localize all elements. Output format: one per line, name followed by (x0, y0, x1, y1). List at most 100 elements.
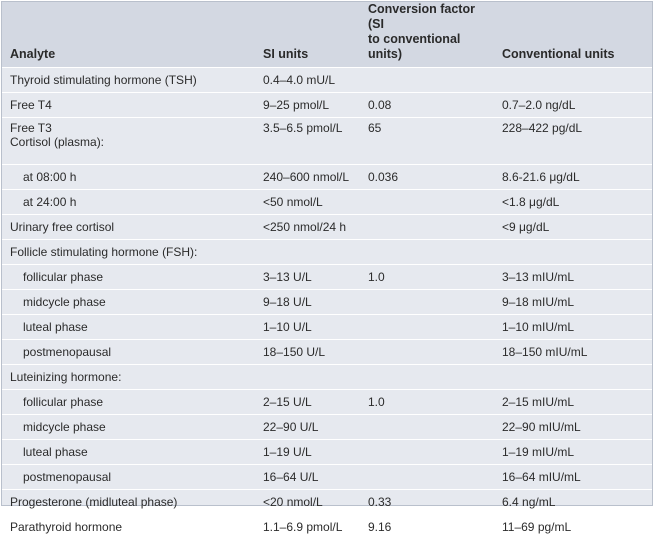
table-row: luteal phase 1–10 U/L 1–10 mIU/mL (2, 315, 652, 340)
table-row: postmenopausal 16–64 U/L 16–64 mIU/mL (2, 465, 652, 490)
si-cell: 0.4–4.0 mU/L (255, 68, 360, 93)
conventional-cell: 228–422 pg/dL (494, 118, 652, 165)
analyte-cell: Luteinizing hormone: (2, 365, 255, 390)
analyte-cell: midcycle phase (2, 290, 255, 315)
factor-cell (360, 215, 494, 240)
factor-cell (360, 190, 494, 215)
conventional-cell: 9–18 mIU/mL (494, 290, 652, 315)
analyte-cell: follicular phase (2, 390, 255, 415)
table-row: midcycle phase 22–90 U/L 22–90 mIU/mL (2, 415, 652, 440)
factor-cell: 9.16 (360, 515, 494, 539)
table-row: Urinary free cortisol <250 nmol/24 h <9 … (2, 215, 652, 240)
analyte-cell: Thyroid stimulating hormone (TSH) (2, 68, 255, 93)
si-cell: <250 nmol/24 h (255, 215, 360, 240)
factor-cell (360, 365, 494, 390)
table-row: Parathyroid hormone 1.1–6.9 pmol/L 9.16 … (2, 515, 652, 539)
analyte-line-1: Free T3 (10, 121, 247, 135)
table-row: Free T4 9–25 pmol/L 0.08 0.7–2.0 ng/dL (2, 93, 652, 118)
conventional-cell: 1–10 mIU/mL (494, 315, 652, 340)
analyte-cell: at 24:00 h (2, 190, 255, 215)
table-row: midcycle phase 9–18 U/L 9–18 mIU/mL (2, 290, 652, 315)
si-cell: <50 nmol/L (255, 190, 360, 215)
analyte-cell: luteal phase (2, 315, 255, 340)
table-row: Free T3 Cortisol (plasma): 3.5–6.5 pmol/… (2, 118, 652, 165)
analyte-cell: Parathyroid hormone (2, 515, 255, 539)
si-cell (255, 240, 360, 265)
table-row: Progesterone (midluteal phase) <20 nmol/… (2, 490, 652, 515)
analyte-cell: Follicle stimulating hormone (FSH): (2, 240, 255, 265)
si-cell: 2–15 U/L (255, 390, 360, 415)
analyte-cell: Progesterone (midluteal phase) (2, 490, 255, 515)
si-cell: <20 nmol/L (255, 490, 360, 515)
factor-cell (360, 415, 494, 440)
si-cell: 1.1–6.9 pmol/L (255, 515, 360, 539)
analyte-cell: Free T3 Cortisol (plasma): (2, 118, 255, 165)
analyte-cell: postmenopausal (2, 340, 255, 365)
table-row: at 08:00 h 240–600 nmol/L 0.036 8.6-21.6… (2, 165, 652, 190)
factor-cell (360, 315, 494, 340)
table-row: follicular phase 3–13 U/L 1.0 3–13 mIU/m… (2, 265, 652, 290)
si-cell: 3–13 U/L (255, 265, 360, 290)
conventional-cell (494, 365, 652, 390)
conventional-cell: <1.8 μg/dL (494, 190, 652, 215)
si-cell: 22–90 U/L (255, 415, 360, 440)
header-conversion-line1: Conversion factor (SI (368, 2, 486, 32)
table-row: Luteinizing hormone: (2, 365, 652, 390)
si-cell: 16–64 U/L (255, 465, 360, 490)
si-cell (255, 365, 360, 390)
conventional-cell: 16–64 mIU/mL (494, 465, 652, 490)
conventional-cell (494, 240, 652, 265)
factor-cell (360, 240, 494, 265)
si-cell: 240–600 nmol/L (255, 165, 360, 190)
factor-cell: 1.0 (360, 265, 494, 290)
table-header: Analyte SI units Conversion factor (SI t… (2, 2, 652, 68)
si-cell: 3.5–6.5 pmol/L (255, 118, 360, 165)
factor-cell (360, 68, 494, 93)
conventional-cell: 2–15 mIU/mL (494, 390, 652, 415)
header-row: Analyte SI units Conversion factor (SI t… (2, 2, 652, 68)
analyte-cell: luteal phase (2, 440, 255, 465)
factor-cell (360, 340, 494, 365)
header-si-units: SI units (255, 2, 360, 68)
table-row: postmenopausal 18–150 U/L 18–150 mIU/mL (2, 340, 652, 365)
conventional-cell: 22–90 mIU/mL (494, 415, 652, 440)
table-row: at 24:00 h <50 nmol/L <1.8 μg/dL (2, 190, 652, 215)
si-cell: 18–150 U/L (255, 340, 360, 365)
si-cell: 9–18 U/L (255, 290, 360, 315)
header-conversion-line2: to conventional units) (368, 32, 486, 62)
analyte-cell: midcycle phase (2, 415, 255, 440)
analyte-line-2: Cortisol (plasma): (10, 135, 247, 149)
factor-cell (360, 290, 494, 315)
analyte-cell: Urinary free cortisol (2, 215, 255, 240)
factor-cell: 0.036 (360, 165, 494, 190)
table-row: Thyroid stimulating hormone (TSH) 0.4–4.… (2, 68, 652, 93)
conventional-cell: 6.4 ng/mL (494, 490, 652, 515)
table-row: Follicle stimulating hormone (FSH): (2, 240, 652, 265)
factor-cell: 65 (360, 118, 494, 165)
table-row: follicular phase 2–15 U/L 1.0 2–15 mIU/m… (2, 390, 652, 415)
analyte-cell: Free T4 (2, 93, 255, 118)
conventional-cell: <9 μg/dL (494, 215, 652, 240)
header-conversion-factor: Conversion factor (SI to conventional un… (360, 2, 494, 68)
si-cell: 9–25 pmol/L (255, 93, 360, 118)
factor-cell (360, 440, 494, 465)
header-conventional-units: Conventional units (494, 2, 652, 68)
analyte-cell: at 08:00 h (2, 165, 255, 190)
si-cell: 1–19 U/L (255, 440, 360, 465)
conventional-cell: 8.6-21.6 μg/dL (494, 165, 652, 190)
factor-cell: 1.0 (360, 390, 494, 415)
factor-cell: 0.33 (360, 490, 494, 515)
conventional-cell (494, 68, 652, 93)
header-analyte: Analyte (2, 2, 255, 68)
conventional-cell: 3–13 mIU/mL (494, 265, 652, 290)
conventional-cell: 0.7–2.0 ng/dL (494, 93, 652, 118)
analyte-cell: postmenopausal (2, 465, 255, 490)
table-row: luteal phase 1–19 U/L 1–19 mIU/mL (2, 440, 652, 465)
si-cell: 1–10 U/L (255, 315, 360, 340)
factor-cell (360, 465, 494, 490)
hormone-reference-table-container: Analyte SI units Conversion factor (SI t… (1, 1, 653, 506)
conventional-cell: 1–19 mIU/mL (494, 440, 652, 465)
conventional-cell: 18–150 mIU/mL (494, 340, 652, 365)
factor-cell: 0.08 (360, 93, 494, 118)
